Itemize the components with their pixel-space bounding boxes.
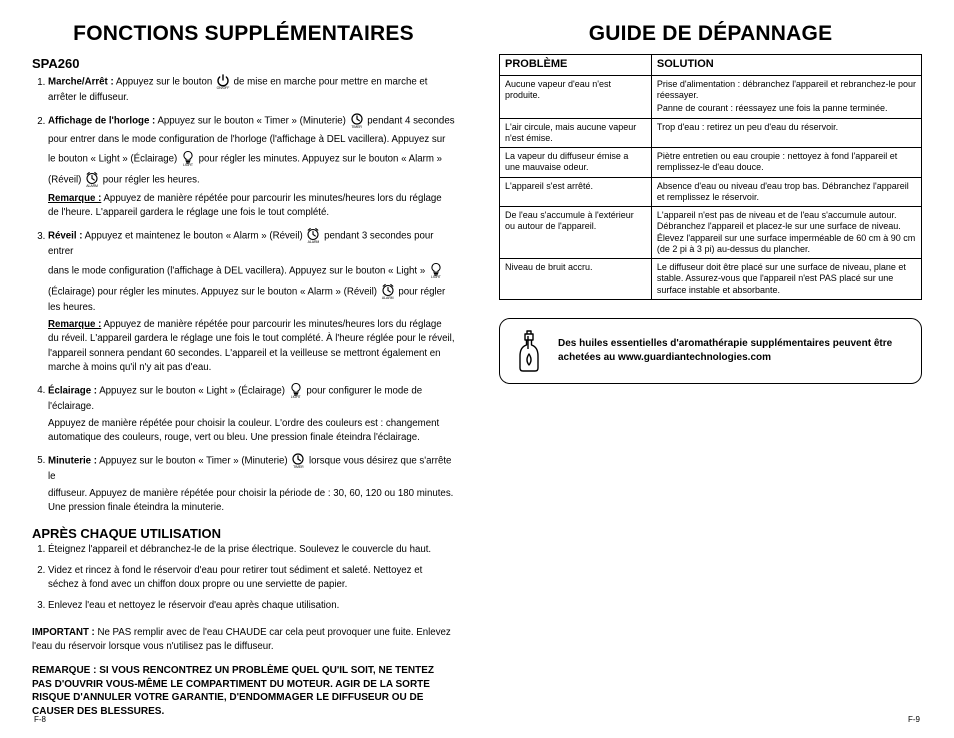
timer-icon: TIMER xyxy=(350,112,364,130)
feature-item: Affichage de l'horloge : Appuyez sur le … xyxy=(48,112,455,220)
page-number-left: F-8 xyxy=(34,715,46,724)
table-row: L'air circule, mais aucune vapeur n'est … xyxy=(500,118,922,148)
cell-problem: De l'eau s'accumule à l'extérieur ou aut… xyxy=(500,207,652,259)
th-problem: PROBLÈME xyxy=(500,55,652,76)
left-title: FONCTIONS SUPPLÉMENTAIRES xyxy=(32,22,455,46)
cell-problem xyxy=(500,102,652,118)
cell-problem: La vapeur du diffuseur émise a une mauva… xyxy=(500,148,652,178)
text: (Réveil) ALARM pour régler les heures. xyxy=(48,171,455,189)
alarm-icon: ALARM xyxy=(85,171,99,189)
bottle-icon xyxy=(514,329,544,373)
feature-item: Réveil : Appuyez et maintenez le bouton … xyxy=(48,227,455,374)
important-note: IMPORTANT : Ne PAS remplir avec de l'eau… xyxy=(32,626,455,654)
cell-solution: Piètre entretien ou eau croupie : nettoy… xyxy=(651,148,921,178)
troubleshooting-table: PROBLÈME SOLUTION Aucune vapeur d'eau n'… xyxy=(499,54,922,300)
timer-icon: TIMER xyxy=(291,452,305,470)
feature-label: Réveil : xyxy=(48,231,82,242)
right-title: GUIDE DE DÉPANNAGE xyxy=(499,22,922,46)
table-row: De l'eau s'accumule à l'extérieur ou aut… xyxy=(500,207,922,259)
cell-problem: Aucune vapeur d'eau n'est produite. xyxy=(500,75,652,102)
remark: Remarque : Appuyez de manière répétée po… xyxy=(48,192,455,220)
cell-solution: Trop d'eau : retirez un peu d'eau du rés… xyxy=(651,118,921,148)
feature-item: Éclairage : Appuyez sur le bouton « Ligh… xyxy=(48,382,455,445)
right-column: GUIDE DE DÉPANNAGE PROBLÈME SOLUTION Auc… xyxy=(477,22,922,724)
th-solution: SOLUTION xyxy=(651,55,921,76)
light-icon: LIGHT xyxy=(181,150,195,168)
feature-label: Marche/Arrêt : xyxy=(48,77,114,88)
left-column: FONCTIONS SUPPLÉMENTAIRES SPA260 Marche/… xyxy=(32,22,477,724)
text: Appuyez de manière répétée pour choisir … xyxy=(48,417,455,445)
cell-problem: L'appareil s'est arrêté. xyxy=(500,177,652,207)
feature-item: Marche/Arrêt : Appuyez sur le bouton ON/… xyxy=(48,73,455,105)
list-item: Videz et rincez à fond le réservoir d'ea… xyxy=(48,564,455,592)
light-icon: LIGHT xyxy=(429,262,443,280)
text: pour entrer dans le mode configuration d… xyxy=(48,133,455,147)
table-row: Panne de courant : réessayez une fois la… xyxy=(500,102,922,118)
text: dans le mode configuration (l'affichage … xyxy=(48,262,455,280)
table-row: Aucune vapeur d'eau n'est produite. Pris… xyxy=(500,75,922,102)
text: diffuseur. Appuyez de manière répétée po… xyxy=(48,487,455,515)
feature-label: Éclairage : xyxy=(48,385,97,396)
text: Appuyez sur le bouton « Timer » (Minuter… xyxy=(99,455,290,466)
list-item: Enlevez l'eau et nettoyez le réservoir d… xyxy=(48,599,455,613)
cell-solution: Panne de courant : réessayez une fois la… xyxy=(651,102,921,118)
light-icon: LIGHT xyxy=(289,382,303,400)
model-heading: SPA260 xyxy=(32,56,455,71)
text: Appuyez sur le bouton « Timer » (Minuter… xyxy=(157,116,348,127)
remark: Remarque : Appuyez de manière répétée po… xyxy=(48,318,455,374)
page-number-right: F-9 xyxy=(908,715,920,724)
cell-solution: Absence d'eau ou niveau d'eau trop bas. … xyxy=(651,177,921,207)
after-use-heading: APRÈS CHAQUE UTILISATION xyxy=(32,526,455,541)
feature-item: Minuterie : Appuyez sur le bouton « Time… xyxy=(48,452,455,515)
text: le bouton « Light » (Éclairage) LIGHT po… xyxy=(48,150,455,168)
cell-problem: L'air circule, mais aucune vapeur n'est … xyxy=(500,118,652,148)
list-item: Éteignez l'appareil et débranchez-le de … xyxy=(48,543,455,557)
table-row: La vapeur du diffuseur émise a une mauva… xyxy=(500,148,922,178)
feature-label: Affichage de l'horloge : xyxy=(48,116,155,127)
table-row: Niveau de bruit accru. Le diffuseur doit… xyxy=(500,259,922,300)
text: pendant 4 secondes xyxy=(367,116,454,127)
cell-solution: L'appareil n'est pas de niveau et de l'e… xyxy=(651,207,921,259)
power-icon: ON/OFF xyxy=(216,73,230,91)
alarm-icon: ALARM xyxy=(306,227,320,245)
cell-solution: Le diffuseur doit être placé sur une sur… xyxy=(651,259,921,300)
text: Appuyez sur le bouton xyxy=(116,77,215,88)
text: Appuyez et maintenez le bouton « Alarm »… xyxy=(85,231,306,242)
essential-oils-box: Des huiles essentielles d'aromathérapie … xyxy=(499,318,922,384)
cell-problem: Niveau de bruit accru. xyxy=(500,259,652,300)
cell-solution: Prise d'alimentation : débranchez l'appa… xyxy=(651,75,921,102)
after-use-list: Éteignez l'appareil et débranchez-le de … xyxy=(32,543,455,620)
table-row: L'appareil s'est arrêté. Absence d'eau o… xyxy=(500,177,922,207)
feature-label: Minuterie : xyxy=(48,455,97,466)
table-header-row: PROBLÈME SOLUTION xyxy=(500,55,922,76)
warning-note: REMARQUE : SI VOUS RENCONTREZ UN PROBLÈM… xyxy=(32,664,455,718)
oilbox-text: Des huiles essentielles d'aromathérapie … xyxy=(558,337,907,364)
feature-list: Marche/Arrêt : Appuyez sur le bouton ON/… xyxy=(32,73,455,522)
text: (Éclairage) pour régler les minutes. App… xyxy=(48,283,455,315)
alarm-icon: ALARM xyxy=(381,283,395,301)
text: Appuyez sur le bouton « Light » (Éclaira… xyxy=(99,385,287,396)
